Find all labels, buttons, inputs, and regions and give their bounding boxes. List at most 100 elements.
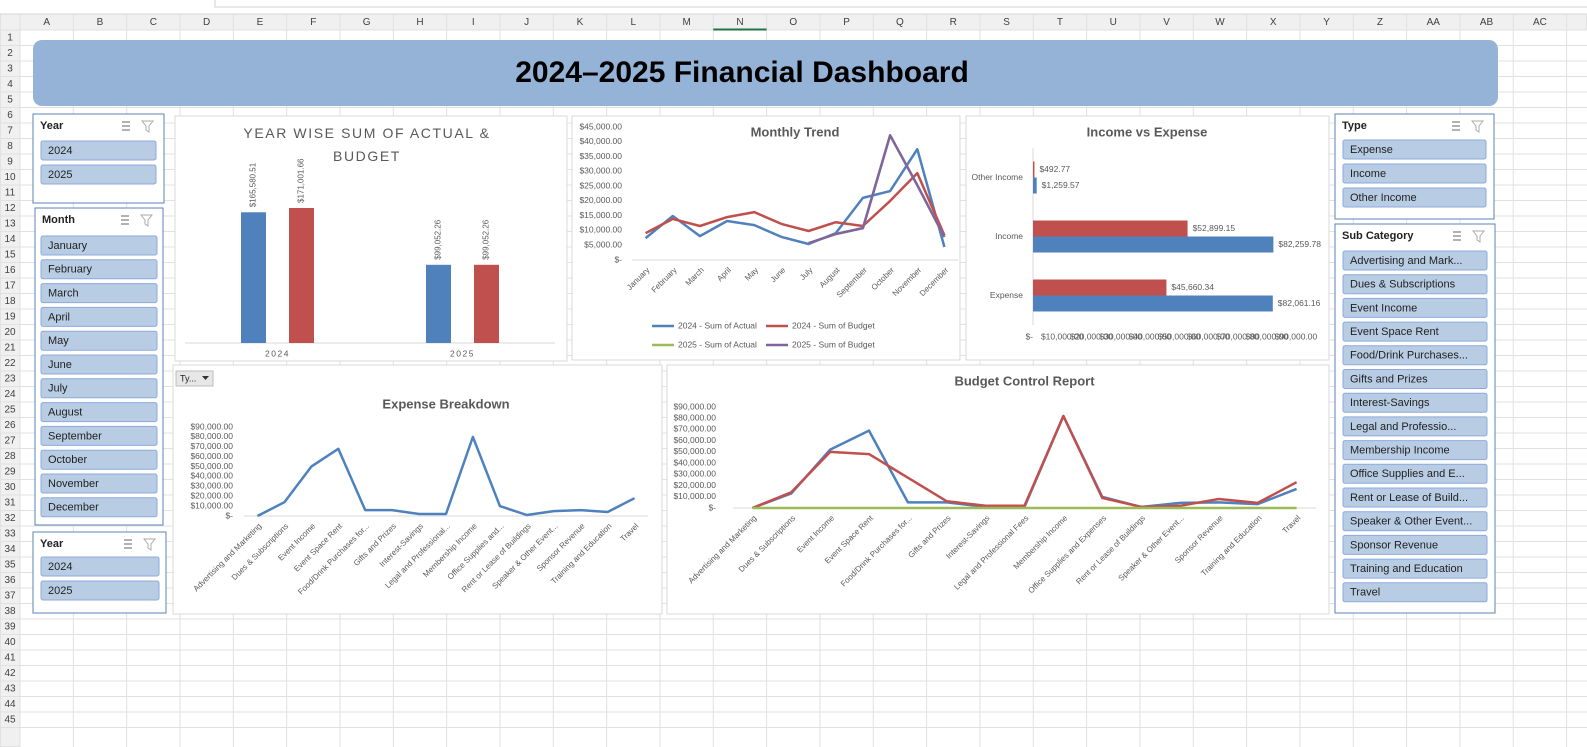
slicer-item[interactable]	[40, 306, 158, 327]
row-header: 27	[4, 435, 16, 446]
row-header: 43	[4, 683, 16, 694]
line-series	[808, 134, 946, 245]
x-tick-label: $20,000.00	[1070, 331, 1113, 341]
row-header: 35	[4, 559, 16, 570]
row-header: 7	[7, 125, 13, 136]
slicer-item[interactable]	[1342, 187, 1487, 208]
y-tick-label: Income	[995, 231, 1023, 241]
slicer-item[interactable]	[40, 449, 158, 470]
slicer-item-label: Interest-Savings	[1350, 397, 1430, 409]
chart: Monthly Trend $- $5,000.00 $10,000.00 $15,00…	[571, 115, 961, 361]
y-tick-label: $70,000.00	[190, 441, 233, 451]
y-tick-label: $70,000.00	[673, 424, 716, 434]
row-header: 2	[7, 48, 13, 59]
slicer-item-label: April	[48, 311, 70, 323]
slicer-title: Sub Category	[1342, 230, 1414, 242]
slicer-item[interactable]	[40, 283, 158, 304]
clear-filter-icon[interactable]	[142, 538, 157, 551]
slicer: Year 2024 2025	[32, 531, 167, 614]
slicer-item-label: Speaker & Other Event...	[1350, 516, 1472, 528]
column-header: A	[43, 17, 50, 28]
bar	[241, 212, 266, 343]
slicer-item[interactable]	[1342, 534, 1488, 555]
slicer-item[interactable]	[1342, 345, 1488, 366]
slicer-item-label: November	[48, 478, 99, 490]
slicer-item[interactable]	[1342, 250, 1488, 271]
slicer-item[interactable]	[40, 330, 158, 351]
clear-filter-icon[interactable]	[1471, 230, 1486, 243]
bar	[1033, 220, 1188, 237]
slicer-item-label: 2024	[48, 561, 72, 573]
row-header: 12	[4, 203, 16, 214]
column-header: R	[950, 17, 957, 28]
slicer-item[interactable]	[1342, 582, 1488, 603]
y-tick-label: $40,000.00	[190, 471, 233, 481]
clear-filter-icon[interactable]	[140, 120, 155, 133]
slicer-item[interactable]	[1342, 416, 1488, 437]
slicer-item[interactable]	[1342, 369, 1488, 389]
row-header: 21	[4, 342, 16, 353]
row-header: 34	[4, 544, 16, 555]
clear-filter-icon[interactable]	[1470, 120, 1485, 133]
y-tick-label: $50,000.00	[673, 446, 716, 456]
column-header: S	[1003, 17, 1010, 28]
slicer: Type Expense Income Other Income	[1334, 113, 1495, 220]
chart-title: YEAR WISE SUM OF ACTUAL & BUDGET	[243, 125, 491, 164]
slicer-item[interactable]	[1342, 139, 1487, 160]
row-header: 23	[4, 373, 16, 384]
slicer-item[interactable]	[40, 473, 158, 494]
slicer-item[interactable]	[40, 235, 158, 256]
column-header: AB	[1480, 17, 1494, 28]
slicer-item[interactable]	[1342, 321, 1488, 342]
slicer-item[interactable]	[1342, 163, 1487, 184]
row-header: 22	[4, 358, 16, 369]
bar	[289, 208, 314, 343]
y-tick-label: $60,000.00	[190, 451, 233, 461]
slicer-item[interactable]	[1342, 297, 1488, 318]
line-series	[645, 171, 946, 236]
slicer-item[interactable]	[40, 354, 158, 375]
slicer-item[interactable]	[1342, 511, 1488, 532]
y-tick-label: $20,000.00	[673, 480, 716, 490]
row-header: 17	[4, 280, 16, 291]
slicer-item-label: Sponsor Revenue	[1350, 539, 1438, 551]
slicer-item[interactable]	[1342, 440, 1488, 461]
bar	[474, 264, 499, 343]
chart-frame	[571, 115, 961, 361]
slicer-item[interactable]	[40, 259, 158, 280]
row-header: 30	[4, 482, 16, 493]
slicer-item[interactable]	[40, 580, 160, 601]
slicer-item-label: Income	[1350, 168, 1386, 180]
row-header: 19	[4, 311, 16, 322]
y-tick-label: Other Income	[972, 172, 1024, 182]
field-filter-label: Ty...	[180, 373, 196, 383]
field-filter-button[interactable]	[175, 370, 214, 387]
slicer-item[interactable]	[1342, 392, 1488, 413]
slicer-item[interactable]	[1342, 487, 1488, 508]
chart-frame	[172, 364, 663, 615]
data-label: $45,660.34	[1171, 282, 1214, 292]
slicer: Sub Category Advertising and Mark... Dues …	[1334, 223, 1496, 614]
slicer-item[interactable]	[40, 497, 158, 518]
slicer-item[interactable]	[1342, 274, 1488, 295]
chart-title: Monthly Trend	[751, 124, 840, 139]
row-header: 39	[4, 621, 16, 632]
slicer-item[interactable]	[40, 556, 160, 577]
slicer-item[interactable]	[40, 378, 158, 399]
slicer-item[interactable]	[1342, 463, 1488, 484]
slicer-item[interactable]	[1342, 558, 1488, 579]
column-header: V	[1163, 17, 1170, 28]
slicer-item[interactable]	[40, 425, 158, 446]
clear-filter-icon[interactable]	[139, 214, 154, 227]
slicer-item[interactable]	[40, 140, 157, 161]
slicer-item-label: 2025	[48, 169, 72, 181]
row-header: 26	[4, 420, 16, 431]
slicer-item-label: 2025	[48, 585, 72, 597]
slicer-item[interactable]	[40, 164, 157, 185]
slicer-item[interactable]	[40, 402, 158, 423]
dropdown-arrow	[202, 376, 209, 380]
column-header: O	[789, 17, 797, 28]
slicer-item-label: July	[48, 383, 68, 395]
x-tick-label: $80,000.00	[1246, 331, 1289, 341]
